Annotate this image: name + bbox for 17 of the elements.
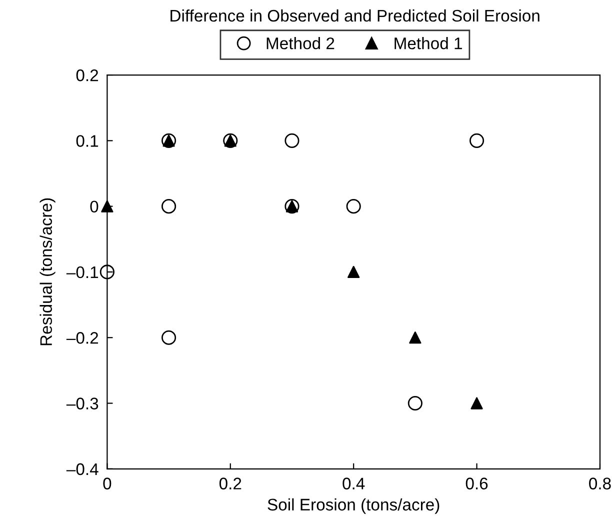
y-tick-label: –0.4 [66, 463, 98, 476]
y-axis-title: Residual (tons/acre) [40, 198, 56, 346]
y-tick-label: –0.2 [66, 332, 98, 344]
x-tick-label: 0 [103, 478, 112, 490]
x-tick-label: 0.8 [589, 478, 611, 490]
x-tick-label: 0.2 [219, 478, 242, 490]
legend-label: Method 1 [394, 37, 462, 50]
y-tick-label: 0 [90, 200, 98, 213]
y-tick-label: 0.2 [76, 69, 98, 82]
y-tick-label: 0.1 [76, 135, 98, 147]
x-tick-label: 0.4 [342, 478, 365, 490]
x-axis-title: Soil Erosion (tons/acre) [268, 498, 440, 514]
y-tick-label: –0.3 [66, 398, 98, 410]
chart-title: Difference in Observed and Predicted Soil Erosion [170, 9, 540, 22]
x-tick-label: 0.6 [466, 478, 488, 490]
legend-label: Method 2 [266, 37, 334, 50]
y-tick-label: –0.1 [66, 266, 98, 278]
